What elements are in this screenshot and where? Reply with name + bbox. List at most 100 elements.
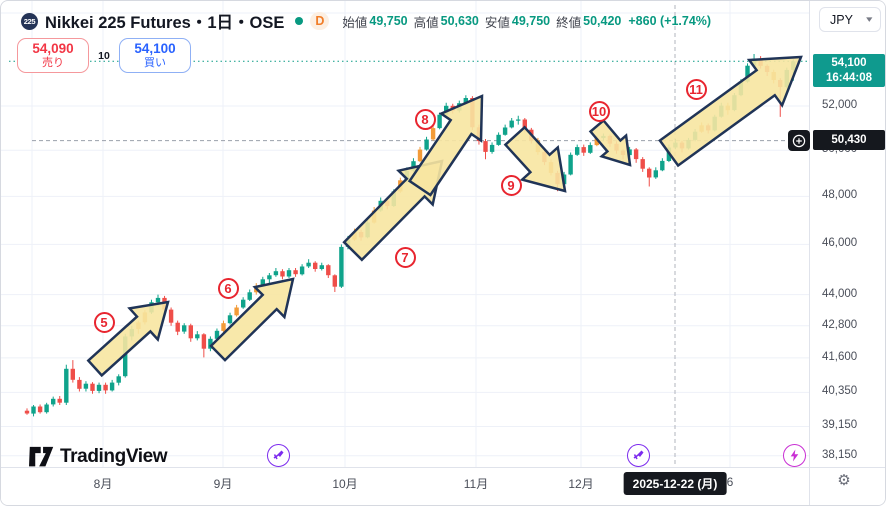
candle-body [64,368,69,403]
candle-body [627,149,632,156]
candle-body [37,406,43,413]
ohlc-field-value: 50,420 [583,14,622,28]
symbol-title[interactable]: Nikkei 225 Futures・1日・OSE [45,14,285,32]
currency-selector[interactable]: JPY ▾ [819,7,881,32]
candlestick-chart-canvas[interactable] [1,1,809,467]
annotation-number-11[interactable]: 11 [685,78,707,100]
candle-body [260,279,265,286]
candle-body [483,141,488,152]
candle-body [522,119,527,130]
time-tick-label: 8月 [93,477,113,491]
sell-price: 54,090 [32,41,74,57]
crosshair-price-value: 50,430 [831,134,867,147]
candle-body [44,404,49,413]
candle-body [463,98,468,104]
candle-body [267,275,272,280]
tradingview-logo[interactable]: TradingView [29,446,168,468]
price-tick-label: 46,000 [822,237,858,250]
candle-body [109,382,115,391]
candle-body [633,149,639,160]
annotation-number-10[interactable]: 10 [588,100,610,122]
candle-body [332,275,337,287]
candle-body [70,368,75,380]
candle-body [417,149,423,162]
candle-body [299,266,305,275]
candle-body [502,127,508,135]
add-alert-plus-button[interactable] [788,130,810,152]
candle-body [575,147,580,155]
crosshair-price-badge: 50,430 [813,130,885,151]
crosshair-date-badge: 2025-12-22 (月) [623,472,727,495]
candle-body [182,325,187,332]
candle-body [241,299,246,308]
candle-body [496,134,501,145]
candle-body [437,114,442,129]
candle-body [273,271,279,276]
sell-button[interactable]: 54,090 売り [17,38,89,73]
annotation-number-5[interactable]: 5 [93,311,115,333]
annotation-number-9[interactable]: 9 [500,174,522,196]
ohlc-field-value: 50,630 [440,14,479,28]
candle-body [96,384,102,391]
trend-arrow-10[interactable] [588,118,632,167]
trend-arrow-8[interactable] [407,94,484,197]
jump-marker-icon[interactable] [626,444,650,467]
trend-arrow-11[interactable] [658,55,803,168]
time-axis[interactable]: 6 12月 11月 10月 9月 8月 2025-12-22 (月) [1,467,885,505]
ohlc-field-label: 終値 [556,15,582,30]
candle-body [326,265,331,276]
candle-body [221,323,226,331]
trend-arrow-6[interactable] [209,277,295,362]
trend-arrow-5[interactable] [86,300,170,378]
candle-body [123,336,128,377]
annotation-number-6[interactable]: 6 [217,277,239,299]
candle-body [588,145,593,153]
candle-body [568,154,573,175]
price-axis[interactable]: 38,150 39,150 40,350 41,600 42,800 44,000 46,0… [809,1,885,467]
jump-marker-icon[interactable] [266,444,290,467]
spread-value: 10 [98,49,110,62]
candle-body [208,338,213,349]
time-tick-label: 11月 [463,477,489,491]
price-tick-label: 40,350 [822,385,858,398]
buy-button[interactable]: 54,100 買い [119,38,191,73]
ohlc-field-label: 高値 [413,15,439,30]
candle-body [77,379,82,389]
time-tick-label: 9月 [213,477,233,491]
last-price-badge: 54,100 16:44:08 [813,54,885,88]
symbol-header: 225 Nikkei 225 Futures・1日・OSE D 始値 49,750… [21,9,711,33]
sell-label: 売り [42,56,64,69]
price-tick-label: 48,000 [822,189,858,202]
candle-body [640,159,645,169]
candle-body [653,170,658,178]
candle-body [90,383,95,391]
annotation-number-8[interactable]: 8 [414,108,436,130]
price-tick-label: 41,600 [822,350,858,363]
candle-body [247,292,252,300]
time-tick-label: 12月 [568,477,594,491]
price-tick-label: 38,150 [822,448,858,461]
candle-body [293,270,298,275]
market-status-icon [295,17,304,25]
candle-body [647,168,652,178]
candle-body [175,322,180,332]
axis-settings-gear-icon[interactable]: ⚙ [837,472,851,489]
candle-body [31,406,36,414]
symbol-logo[interactable]: 225 [21,12,38,30]
candle-body [430,128,436,140]
candle-body [188,325,193,339]
trend-arrow-9[interactable] [503,125,567,193]
candle-body [214,330,220,339]
price-tick-label: 39,150 [822,419,858,432]
flash-marker-icon[interactable] [782,444,806,467]
candle-body [201,334,207,349]
interval-badge[interactable]: D [310,12,330,30]
order-panel: 54,090 売り 10 54,100 買い [17,38,191,73]
ohlc-field-value: 49,750 [511,14,551,28]
time-tick-label: 6 [726,475,734,489]
ohlc-field-label: 始値 [342,15,368,30]
annotation-number-7[interactable]: 7 [394,246,416,268]
candle-body [424,139,429,150]
candle-body [581,147,586,153]
price-tick-label: 42,800 [822,318,858,331]
